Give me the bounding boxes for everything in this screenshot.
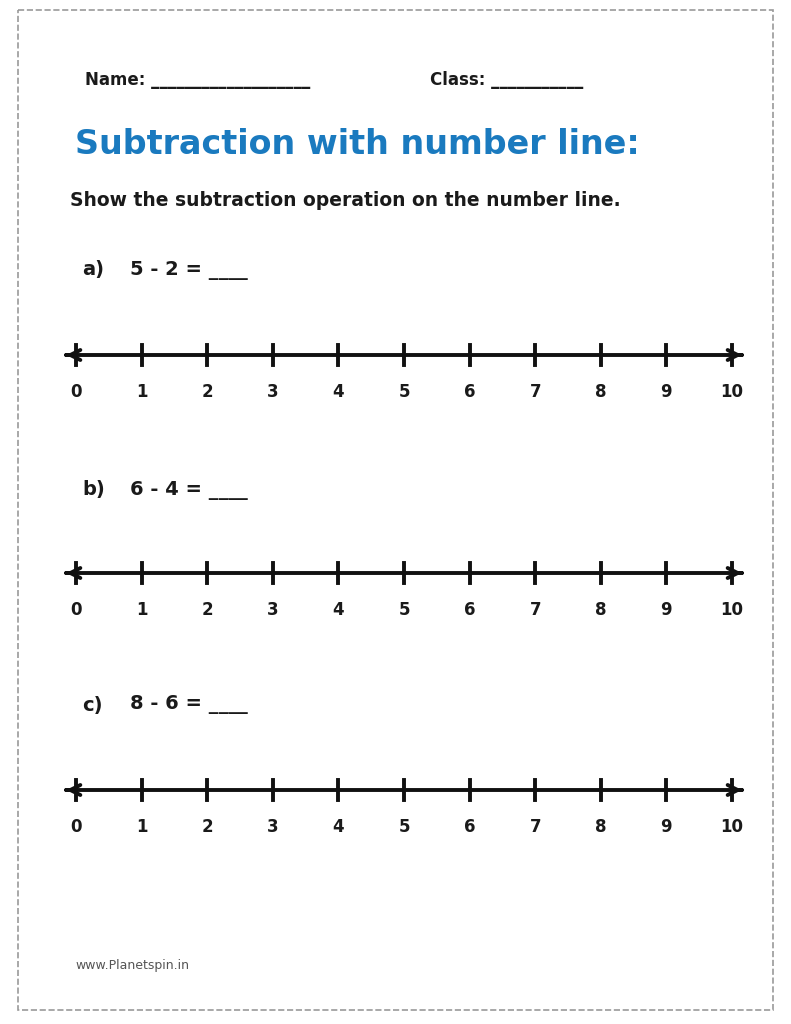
Text: 6 - 4 = ____: 6 - 4 = ____	[130, 480, 248, 500]
Text: 5: 5	[398, 383, 410, 401]
Text: 1: 1	[136, 601, 147, 618]
Text: 2: 2	[202, 383, 213, 401]
Text: 5: 5	[398, 601, 410, 618]
Text: Name: ___________________: Name: ___________________	[85, 71, 310, 89]
Text: 9: 9	[660, 601, 672, 618]
Text: 9: 9	[660, 383, 672, 401]
Text: 7: 7	[529, 818, 541, 836]
Text: 1: 1	[136, 383, 147, 401]
Text: 0: 0	[70, 383, 81, 401]
Text: 3: 3	[267, 818, 278, 836]
Text: 0: 0	[70, 818, 81, 836]
Text: 6: 6	[464, 601, 475, 618]
Text: a): a)	[82, 260, 104, 280]
Text: Show the subtraction operation on the number line.: Show the subtraction operation on the nu…	[70, 190, 621, 210]
Text: www.Planetspin.in: www.Planetspin.in	[75, 958, 189, 972]
Text: 5 - 2 = ____: 5 - 2 = ____	[130, 260, 248, 280]
Text: 4: 4	[332, 818, 344, 836]
Text: 5: 5	[398, 818, 410, 836]
Text: 3: 3	[267, 383, 278, 401]
Text: 0: 0	[70, 601, 81, 618]
Text: b): b)	[82, 480, 104, 500]
Text: 6: 6	[464, 383, 475, 401]
Text: 2: 2	[202, 818, 213, 836]
Text: 2: 2	[202, 601, 213, 618]
Text: 8: 8	[595, 383, 607, 401]
Text: 7: 7	[529, 601, 541, 618]
Text: 6: 6	[464, 818, 475, 836]
Text: 4: 4	[332, 383, 344, 401]
Text: Subtraction with number line:: Subtraction with number line:	[75, 128, 640, 162]
Text: 8: 8	[595, 601, 607, 618]
Text: 3: 3	[267, 601, 278, 618]
Text: 10: 10	[721, 601, 744, 618]
Text: c): c)	[82, 695, 103, 715]
Text: 10: 10	[721, 818, 744, 836]
Text: 10: 10	[721, 383, 744, 401]
Text: 8: 8	[595, 818, 607, 836]
Text: 8 - 6 = ____: 8 - 6 = ____	[130, 695, 248, 715]
Text: Class: ___________: Class: ___________	[430, 71, 583, 89]
Text: 4: 4	[332, 601, 344, 618]
Text: 9: 9	[660, 818, 672, 836]
Text: 1: 1	[136, 818, 147, 836]
Text: 7: 7	[529, 383, 541, 401]
